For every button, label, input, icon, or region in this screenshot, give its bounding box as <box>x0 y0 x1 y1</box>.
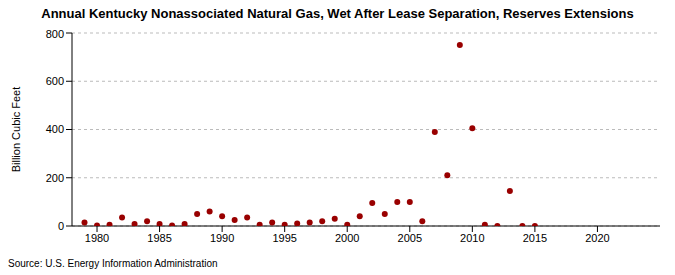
svg-text:1980: 1980 <box>85 232 109 244</box>
svg-text:2005: 2005 <box>398 232 422 244</box>
svg-text:2020: 2020 <box>585 232 609 244</box>
svg-text:1990: 1990 <box>210 232 234 244</box>
svg-text:800: 800 <box>46 28 64 40</box>
html-text:Source: U.S. Energy Informatio: Source: U.S. Energy Information Administ… <box>8 258 218 269</box>
svg-text:Billion Cubic Feet: Billion Cubic Feet <box>10 87 22 173</box>
html-text:Annual Kentucky Nonassociated: Annual Kentucky Nonassociated Natural Ga… <box>41 6 634 21</box>
svg-text:1995: 1995 <box>272 232 296 244</box>
svg-text:400: 400 <box>46 123 64 135</box>
svg-text:0: 0 <box>58 220 64 232</box>
svg-text:600: 600 <box>46 75 64 87</box>
svg-text:2010: 2010 <box>460 232 484 244</box>
svg-text:2000: 2000 <box>335 232 359 244</box>
svg-text:2015: 2015 <box>523 232 547 244</box>
svg-text:1985: 1985 <box>147 232 171 244</box>
svg-text:200: 200 <box>46 172 64 184</box>
